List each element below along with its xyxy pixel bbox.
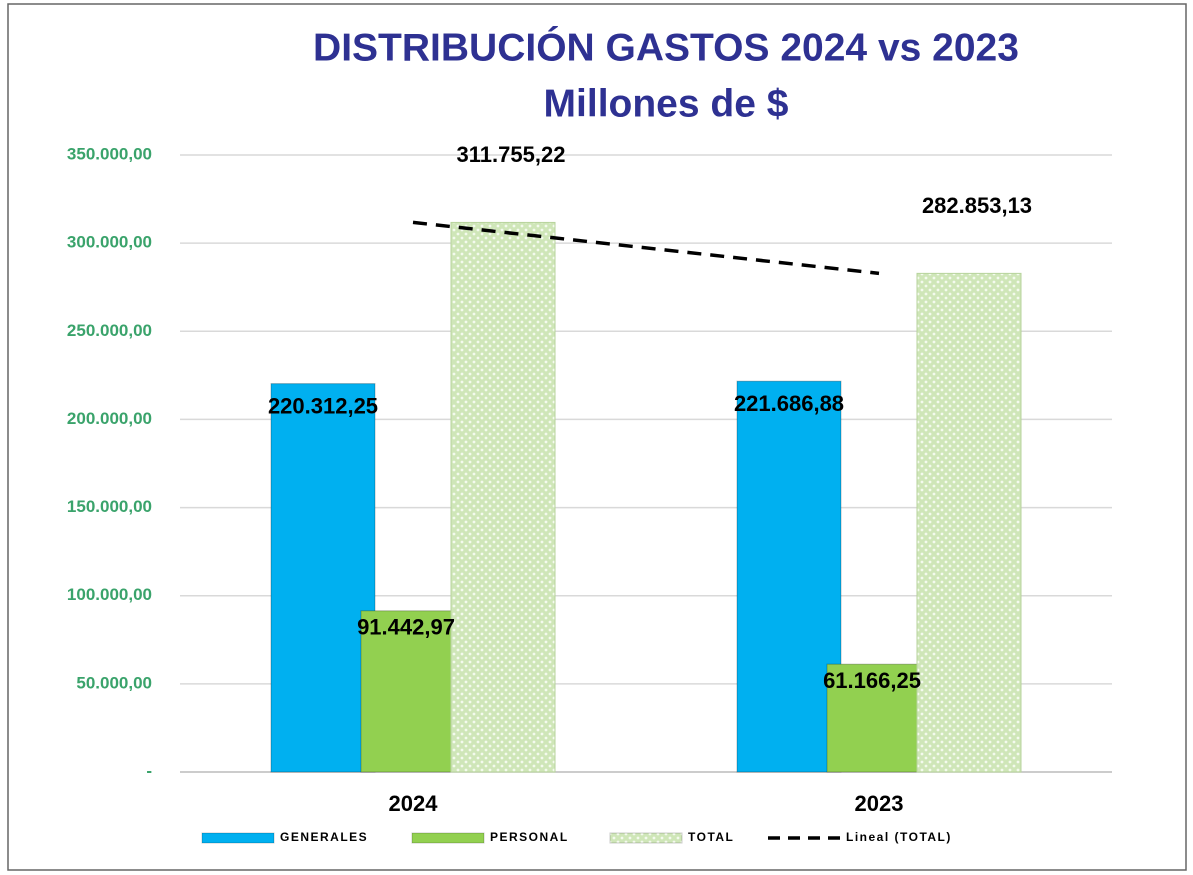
y-tick-label: 200.000,00 <box>67 409 152 428</box>
legend-swatch <box>609 832 683 844</box>
y-tick-label: 100.000,00 <box>67 585 152 604</box>
legend-label: TOTAL <box>688 830 734 844</box>
trendline <box>412 220 880 276</box>
legend-label: PERSONAL <box>490 830 569 844</box>
chart-subtitle: Millones de $ <box>544 82 789 125</box>
value-label: 91.442,97 <box>357 615 455 640</box>
y-tick-label: 350.000,00 <box>67 144 152 163</box>
y-tick-label: - <box>146 761 152 780</box>
legend-swatch <box>411 832 485 844</box>
y-tick-label: 300.000,00 <box>67 233 152 252</box>
bar <box>270 383 376 773</box>
x-tick-label: 2023 <box>855 791 904 816</box>
legend-swatch <box>201 832 275 844</box>
value-label: 220.312,25 <box>268 393 378 418</box>
x-tick-label: 2024 <box>389 791 439 816</box>
bar <box>736 380 842 773</box>
legend-label: Lineal (TOTAL) <box>846 830 952 844</box>
bar <box>450 221 556 773</box>
bar <box>826 663 918 773</box>
value-label: 61.166,25 <box>823 668 921 693</box>
bar <box>916 272 1022 773</box>
value-label: 221.686,88 <box>734 391 844 416</box>
chart-title: DISTRIBUCIÓN GASTOS 2024 vs 2023 <box>313 25 1019 69</box>
value-label: 311.755,22 <box>457 142 566 167</box>
y-tick-label: 50.000,00 <box>76 673 152 692</box>
value-label: 282.853,13 <box>922 193 1032 218</box>
legend-label: GENERALES <box>280 830 368 844</box>
y-tick-label: 150.000,00 <box>67 497 152 516</box>
bar <box>360 610 452 773</box>
y-tick-label: 250.000,00 <box>67 321 152 340</box>
